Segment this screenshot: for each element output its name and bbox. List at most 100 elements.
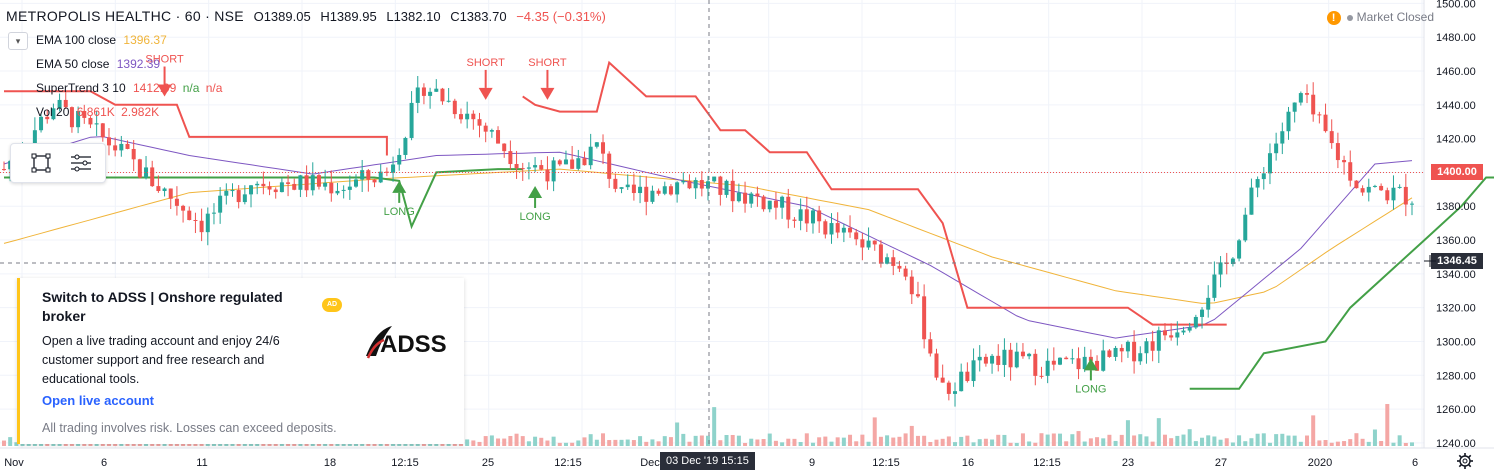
time-tick-label: 16	[962, 457, 974, 469]
crosshair-price-label[interactable]: 1346.45	[1431, 253, 1483, 269]
price-tick-label: 1420.00	[1436, 134, 1476, 146]
long-signal-label: LONG	[1075, 383, 1106, 395]
candle-body	[650, 190, 655, 202]
candle-body	[749, 193, 754, 204]
select-area-icon[interactable]	[27, 149, 55, 177]
volume-bar	[563, 442, 568, 446]
volume-bar	[953, 442, 958, 446]
settings-lines-icon[interactable]	[67, 149, 95, 177]
legend-ema100[interactable]: EMA 100 close 1396.37	[36, 33, 167, 47]
candle-body	[1095, 360, 1100, 371]
volume-bar	[1144, 436, 1149, 446]
supertrend-na-up: n/a	[182, 81, 200, 95]
last-price-label[interactable]: 1400.00	[1431, 164, 1483, 180]
volume-bar	[1051, 433, 1056, 446]
volume-bar	[1317, 440, 1322, 446]
volume-bar	[1274, 434, 1279, 446]
volume-bar	[829, 441, 834, 446]
gear-icon[interactable]	[1456, 452, 1474, 470]
adss-logo-text: ADSS	[380, 331, 447, 358]
collapse-legend-button[interactable]: ▾	[8, 32, 28, 50]
candle-body	[1372, 185, 1377, 187]
volume-bar	[1230, 442, 1235, 446]
candle-body	[607, 153, 612, 179]
time-axis[interactable]: Nov 6 11 18 12:15 25 12:15 Dec 9 12:15 16 12:15 23 27…	[4, 457, 1418, 469]
candle-body	[2, 169, 6, 171]
candle-body	[823, 221, 828, 235]
chevron-down-icon: ▾	[15, 36, 21, 46]
volume-bar	[576, 440, 581, 446]
warning-icon[interactable]: !	[1326, 11, 1341, 25]
candle-body	[1150, 341, 1155, 351]
volume-bar	[1385, 404, 1390, 446]
candle-body	[1187, 327, 1192, 331]
candle-body	[922, 296, 927, 340]
volume-bar	[786, 438, 791, 446]
legend-ema50[interactable]: EMA 50 close 1392.39	[36, 57, 160, 71]
candle-body	[415, 87, 420, 103]
candle-body	[298, 175, 303, 190]
long-signal-arrow	[392, 180, 407, 193]
legend-volume[interactable]: Vol 20 6.861K 2.982K	[36, 105, 159, 119]
volume-value: 6.861K	[76, 105, 115, 119]
candle-body	[1261, 173, 1266, 180]
candle-body	[446, 100, 451, 102]
volume-bar	[934, 439, 939, 446]
price-tick-label: 1460.00	[1436, 66, 1476, 78]
supertrend-na-down: n/a	[205, 81, 223, 95]
candle-body	[594, 142, 599, 147]
volume-bar	[1335, 441, 1340, 446]
candle-body	[218, 195, 223, 213]
symbol-title[interactable]: METROPOLIS HEALTHC · 60 · NSE	[6, 8, 244, 24]
price-axis[interactable]: 1500.001480.001460.001440.001420.001400.…	[1436, 0, 1476, 450]
volume-bar	[996, 434, 1001, 446]
candle-body	[798, 209, 803, 221]
volume-bar	[1286, 435, 1291, 446]
volume-bar	[1101, 438, 1106, 446]
ohlc-high: H1389.95	[320, 9, 377, 24]
candle-body	[489, 130, 494, 132]
time-tick-label: 11	[196, 457, 207, 469]
candle-body	[354, 179, 358, 187]
candle-body	[1329, 131, 1334, 144]
time-tick-label: 25	[482, 457, 494, 469]
volume-bar	[891, 437, 896, 446]
candle-body	[891, 257, 896, 266]
volume-bar	[1095, 437, 1100, 446]
volume-bar	[718, 440, 723, 446]
ad-title[interactable]: Switch to ADSS | Onshore regulated broke…	[42, 289, 283, 324]
volume-bar	[1212, 436, 1217, 446]
short-signal-arrow	[478, 87, 493, 100]
legend-supertrend[interactable]: SuperTrend 3 10 1412.99 n/a n/a	[36, 81, 222, 95]
candle-body	[1039, 375, 1044, 377]
market-status[interactable]: ! Market Closed	[1326, 10, 1434, 25]
candle-body	[1014, 351, 1019, 368]
candle-body	[323, 182, 328, 187]
ad-banner[interactable]: Switch to ADSS | Onshore regulated broke…	[17, 278, 464, 444]
volume-bar	[990, 439, 995, 446]
volume-bar	[1298, 441, 1303, 446]
candle-body	[977, 356, 982, 361]
volume-ma-value: 2.982K	[121, 105, 160, 119]
price-tick-label: 1340.00	[1436, 269, 1476, 281]
volume-bar	[477, 441, 482, 446]
price-tick-label: 1260.00	[1436, 404, 1476, 416]
candle-body	[267, 186, 272, 190]
open-live-account-link[interactable]: Open live account	[42, 393, 154, 408]
candle-body	[625, 184, 630, 188]
candle-body	[1323, 114, 1328, 132]
candle-body	[1230, 258, 1235, 264]
candle-body	[1132, 341, 1137, 362]
crosshair-plus-icon[interactable]	[1423, 254, 1437, 268]
candle-body	[428, 91, 433, 96]
volume-bar	[1372, 429, 1377, 446]
candle-body	[514, 164, 519, 169]
volume-bar	[514, 433, 519, 446]
horizontal-guides	[0, 0, 1424, 448]
volume-bar	[8, 437, 13, 446]
candle-body	[397, 154, 402, 165]
candle-body	[718, 176, 723, 195]
candle-body	[810, 210, 815, 224]
volume-bar	[668, 437, 673, 446]
volume-bar	[1181, 434, 1186, 446]
